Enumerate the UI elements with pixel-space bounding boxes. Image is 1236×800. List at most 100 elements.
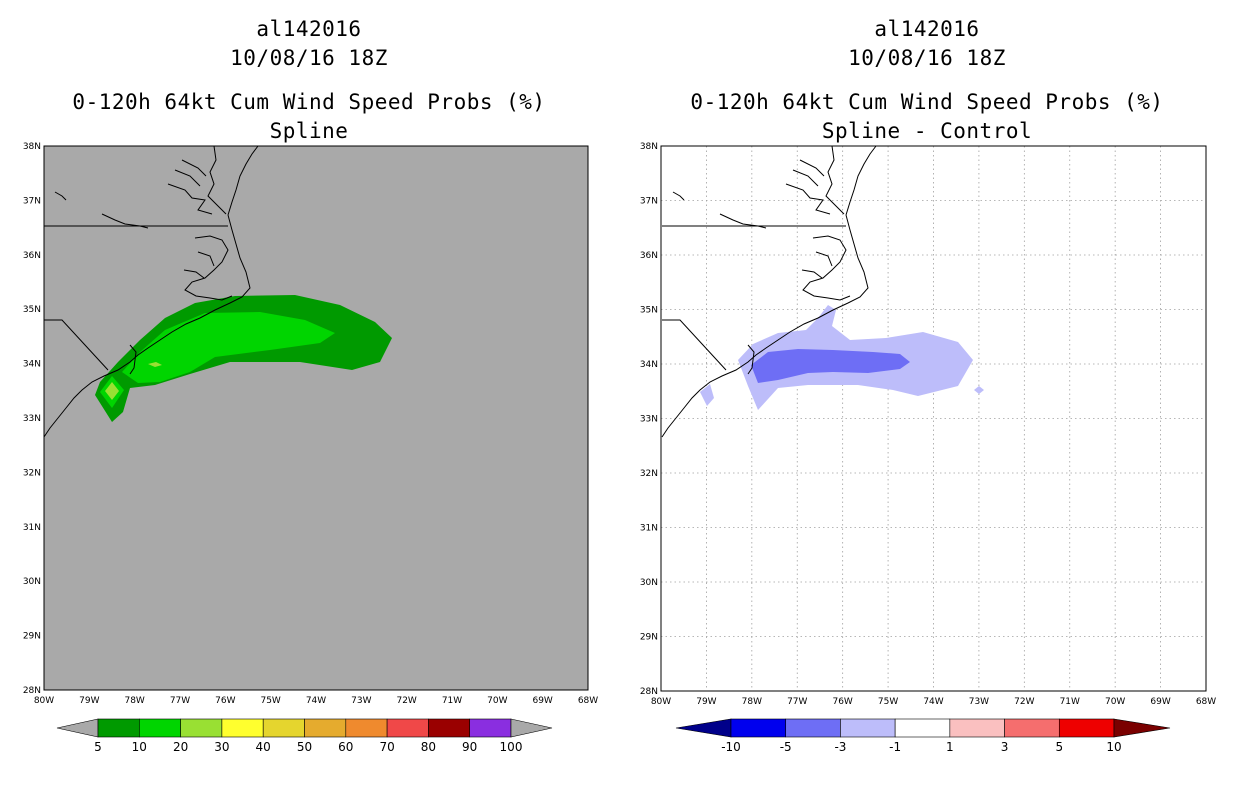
left-colorbar-swatch: [262, 718, 305, 738]
left-colorbar-swatch: [304, 718, 347, 738]
left-colorbar-swatch: [469, 718, 512, 738]
diff-contour-neg5: [751, 349, 910, 383]
right-colorbar-label: 5: [1055, 740, 1063, 754]
right-lon-label: 69W: [1150, 697, 1170, 707]
right-colorbar-swatch: [1058, 718, 1115, 738]
left-lon-label: 77W: [170, 696, 190, 706]
left-colorbar-swatch: [180, 718, 223, 738]
right-product-title: 0-120h 64kt Cum Wind Speed Probs (%): [690, 90, 1164, 114]
left-colorbar-labels: 5 10 20 30 40 50 60 70 80 90 100: [94, 740, 522, 754]
left-lat-label: 31N: [23, 523, 41, 533]
right-lon-label: 78W: [742, 697, 762, 707]
right-colorbar-upper-cap: [1113, 718, 1171, 738]
left-coastline: [43, 145, 259, 438]
right-colorbar-swatch: [1004, 718, 1060, 738]
right-map: 38N 37N 36N 35N 34N 33N 32N 31N 30N 29N 28N 80W 79W…: [640, 142, 1216, 707]
right-lon-label: 70W: [1105, 697, 1125, 707]
right-map-frame: [660, 145, 1207, 692]
right-datetime: 10/08/16 18Z: [848, 46, 1006, 70]
left-lon-label: 68W: [578, 696, 598, 706]
right-lon-label: 76W: [832, 697, 852, 707]
right-colorbar-swatches: [730, 718, 1115, 738]
left-lon-label: 73W: [351, 696, 371, 706]
right-colorbar-swatch: [840, 718, 896, 738]
left-subtitle: Spline: [269, 119, 349, 143]
chesapeake-shore: [845, 145, 877, 216]
chesapeake-inlets: [167, 159, 213, 215]
left-colorbar-swatch: [386, 718, 429, 738]
pamlico-sound: [801, 235, 851, 301]
right-lon-label: 68W: [1196, 697, 1216, 707]
right-colorbar-swatch: [785, 718, 841, 738]
right-coastline: [661, 145, 877, 438]
right-colorbar: -10 -5 -3 -1 1 3 5 10: [675, 718, 1171, 754]
right-colorbar-label: -10: [721, 740, 741, 754]
left-datetime: 10/08/16 18Z: [230, 46, 388, 70]
va-river: [101, 213, 149, 229]
right-lat-labels: 38N 37N 36N 35N 34N 33N 32N 31N 30N 29N 28N: [640, 142, 658, 697]
right-lon-label: 71W: [1060, 697, 1080, 707]
right-lon-labels: 80W 79W 78W 77W 76W 75W 74W 73W 72W 71W 70W 69W 68W: [651, 697, 1216, 707]
chesapeake-shore: [227, 145, 259, 216]
left-colorbar-label: 30: [214, 740, 229, 754]
right-colorbar-label: 1: [946, 740, 954, 754]
right-colorbar-swatch: [730, 718, 787, 738]
right-lon-label: 73W: [969, 697, 989, 707]
right-subtitle: Spline - Control: [821, 119, 1033, 143]
inland-river: [672, 191, 685, 201]
right-lon-label: 75W: [878, 697, 898, 707]
left-colorbar-label: 80: [421, 740, 436, 754]
chesapeake-west-shore: [825, 145, 845, 215]
left-colorbar-label: 10: [132, 740, 147, 754]
left-lon-label: 78W: [124, 696, 144, 706]
left-colorbar-label: 90: [462, 740, 477, 754]
left-storm-id: al142016: [256, 17, 362, 41]
diff-contour-neg3-east: [974, 386, 984, 394]
diff-contour-neg3-sw: [700, 384, 714, 406]
right-lon-label: 77W: [787, 697, 807, 707]
left-lat-label: 34N: [23, 360, 41, 370]
right-colorbar-label: 10: [1106, 740, 1121, 754]
left-lat-label: 32N: [23, 468, 41, 478]
left-lon-label: 79W: [79, 696, 99, 706]
right-lat-label: 35N: [640, 306, 658, 316]
left-colorbar-swatch: [221, 718, 264, 738]
left-colorbar-swatch: [97, 718, 140, 738]
right-panel: al142016 10/08/16 18Z 0-120h 64kt Cum Wi…: [618, 0, 1236, 800]
nc-sc-border: [44, 319, 109, 371]
left-lon-label: 75W: [260, 696, 280, 706]
right-colorbar-label: -1: [889, 740, 901, 754]
right-lat-label: 28N: [640, 687, 658, 697]
prob-contour-20-center: [148, 362, 162, 367]
left-lat-label: 37N: [23, 196, 41, 206]
left-lat-labels: 38N 37N 36N 35N 34N 33N 32N 31N 30N 29N 28N: [23, 142, 41, 696]
pamlico-sound: [183, 235, 233, 301]
right-colorbar-label: -3: [834, 740, 846, 754]
right-colorbar-label: 3: [1001, 740, 1009, 754]
left-colorbar-label: 5: [94, 740, 102, 754]
left-colorbar-label: 50: [297, 740, 312, 754]
right-lat-label: 36N: [640, 251, 658, 261]
left-map: 38N 37N 36N 35N 34N 33N 32N 31N 30N 29N 28N 80W 79W…: [23, 142, 598, 706]
right-lat-label: 37N: [640, 197, 658, 207]
left-colorbar: 5 10 20 30 40 50 60 70 80 90 100: [56, 718, 553, 754]
left-lon-labels: 80W 79W 78W 77W 76W 75W 74W 73W 72W 71W 70W 69W 68W: [34, 696, 598, 706]
left-colorbar-label: 40: [256, 740, 271, 754]
left-product-title: 0-120h 64kt Cum Wind Speed Probs (%): [72, 90, 546, 114]
right-lat-label: 33N: [640, 415, 658, 425]
right-colorbar-swatch: [949, 718, 1005, 738]
left-colorbar-swatch: [345, 718, 388, 738]
left-colorbar-label: 60: [338, 740, 353, 754]
inland-river: [54, 191, 67, 201]
left-map-svg: 38N 37N 36N 35N 34N 33N 32N 31N 30N 29N 28N 80W 79W…: [23, 142, 598, 754]
left-colorbar-label: 100: [500, 740, 523, 754]
right-lat-label: 30N: [640, 578, 658, 588]
left-lat-label: 36N: [23, 251, 41, 261]
right-colorbar-lower-cap: [675, 718, 732, 738]
left-lon-label: 69W: [532, 696, 552, 706]
left-colorbar-swatches: [97, 718, 512, 738]
left-lat-label: 29N: [23, 632, 41, 642]
right-lat-label: 34N: [640, 360, 658, 370]
cape-fear-river: [747, 344, 755, 375]
right-lon-label: 79W: [696, 697, 716, 707]
